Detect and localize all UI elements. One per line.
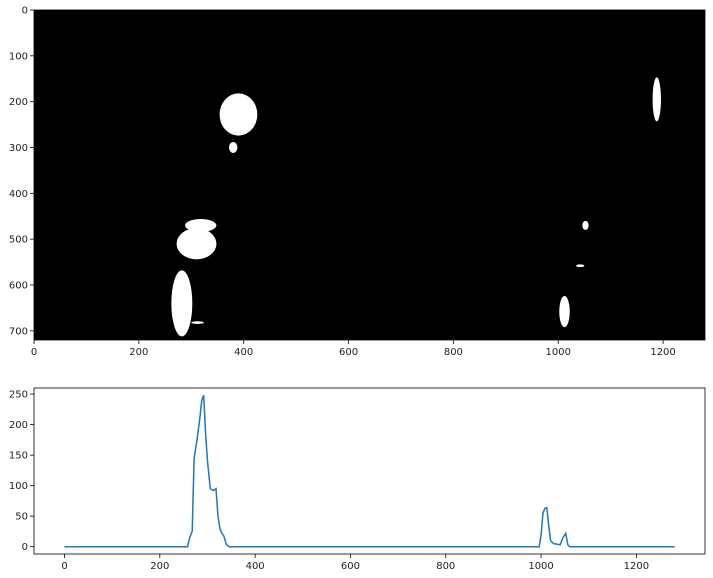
- x-tick-label: 1200: [650, 347, 675, 358]
- blob-right-dot-mid: [576, 264, 585, 268]
- x-tick-label: 800: [436, 561, 455, 572]
- blob-top-blob-tail: [229, 142, 238, 153]
- blob-far-right-streak: [652, 77, 661, 122]
- y-tick-label: 200: [9, 97, 28, 108]
- plot-area: [34, 388, 705, 554]
- image-panel: 0 200 400 600 800 1000 1200 0 100 200 300 400 500 60…: [9, 6, 706, 358]
- histogram-panel: 0 200 400 600 800 1000 1200 0 50 100 150 200 250: [9, 387, 706, 572]
- y-tick-label: 100: [9, 481, 28, 492]
- image-frame: [33, 9, 706, 341]
- blob-right-lane-lower: [559, 296, 570, 328]
- x-tick-label: 400: [234, 347, 253, 358]
- plot-frame: [33, 387, 706, 555]
- x-tick-label: 600: [339, 347, 358, 358]
- blob-top-blob: [219, 93, 258, 136]
- y-tick-label: 600: [9, 281, 28, 292]
- histogram-line: [64, 395, 675, 548]
- y-tick-label: 200: [9, 420, 28, 431]
- x-tick-label: 1000: [528, 561, 553, 572]
- x-tick-label: 800: [444, 347, 463, 358]
- histogram-y-axis: 0 50 100 150 200 250: [9, 390, 34, 553]
- histogram-x-axis: 0 200 400 600 800 1000 1200: [61, 554, 649, 572]
- y-tick-label: 500: [9, 235, 28, 246]
- image-x-axis: 0 200 400 600 800 1000 1200: [31, 340, 676, 358]
- x-tick-label: 1000: [545, 347, 570, 358]
- y-tick-label: 400: [9, 189, 28, 200]
- y-tick-label: 50: [15, 512, 28, 523]
- blob-left-lane-lower: [171, 270, 193, 337]
- y-tick-label: 100: [9, 51, 28, 62]
- y-tick-label: 0: [22, 6, 28, 17]
- image-background: [34, 10, 705, 340]
- x-tick-label: 200: [129, 347, 148, 358]
- image-blobs: [171, 77, 661, 337]
- blob-left-lane-mid: [176, 228, 217, 260]
- image-y-axis: 0 100 200 300 400 500 600 700: [9, 6, 34, 337]
- x-tick-label: 400: [246, 561, 265, 572]
- y-tick-label: 300: [9, 143, 28, 154]
- y-tick-label: 150: [9, 451, 28, 462]
- blob-left-lane-dash: [191, 321, 204, 324]
- x-tick-label: 600: [341, 561, 360, 572]
- y-tick-label: 700: [9, 326, 28, 337]
- y-tick-label: 250: [9, 390, 28, 401]
- x-tick-label: 200: [150, 561, 169, 572]
- x-tick-label: 0: [61, 561, 67, 572]
- y-tick-label: 0: [22, 542, 28, 553]
- blob-right-dot-upper: [582, 220, 589, 231]
- x-tick-label: 0: [31, 347, 37, 358]
- x-tick-label: 1200: [624, 561, 649, 572]
